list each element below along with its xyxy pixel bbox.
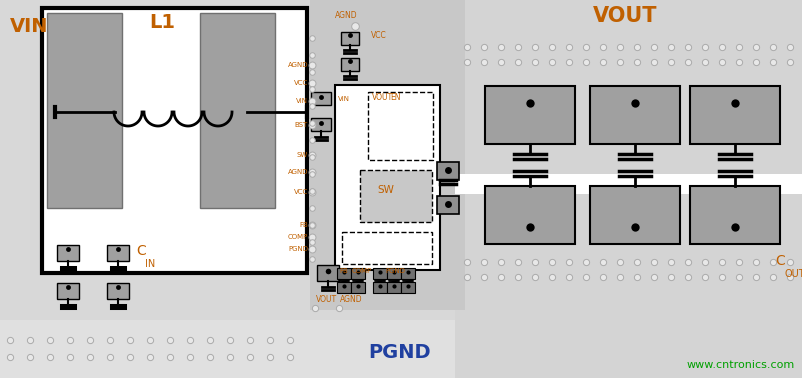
Bar — [455, 0, 802, 378]
Bar — [337, 282, 350, 293]
Text: VOUT: VOUT — [316, 295, 337, 304]
Bar — [589, 86, 679, 144]
Text: PGND: PGND — [384, 268, 404, 274]
Bar — [57, 283, 79, 299]
Bar — [42, 8, 306, 273]
Bar — [57, 245, 79, 261]
Text: AGND: AGND — [334, 11, 357, 20]
Text: IN: IN — [145, 259, 155, 269]
Bar — [484, 86, 574, 144]
Bar — [373, 282, 387, 293]
Bar — [689, 186, 779, 244]
Text: PGND: PGND — [288, 246, 308, 252]
Bar — [107, 283, 129, 299]
Bar — [373, 268, 387, 279]
Bar — [359, 170, 431, 222]
Bar — [334, 85, 439, 270]
Bar — [387, 282, 400, 293]
Bar — [342, 232, 431, 264]
Bar — [367, 92, 432, 160]
Bar — [341, 58, 358, 71]
Text: VOUT: VOUT — [592, 6, 656, 26]
Text: VIN: VIN — [296, 98, 308, 104]
Bar — [341, 32, 358, 45]
Bar — [310, 92, 330, 105]
Text: C: C — [774, 254, 784, 268]
Text: SW: SW — [377, 185, 394, 195]
Bar — [484, 186, 574, 244]
Text: VCC: VCC — [294, 80, 308, 86]
Text: VOUT: VOUT — [371, 93, 393, 102]
Bar — [337, 268, 350, 279]
Text: VIN: VIN — [10, 17, 48, 36]
Text: COMP: COMP — [287, 234, 308, 240]
Bar — [317, 265, 338, 281]
Text: EN: EN — [390, 93, 400, 102]
Bar — [107, 245, 129, 261]
Text: VCC: VCC — [371, 31, 387, 40]
Bar — [436, 196, 459, 214]
Text: COMP: COMP — [351, 268, 372, 274]
Bar — [400, 268, 415, 279]
Bar — [0, 0, 455, 320]
Bar — [689, 86, 779, 144]
Bar — [310, 118, 330, 131]
Bar — [455, 174, 802, 194]
Bar — [47, 13, 122, 208]
Text: FB: FB — [338, 268, 347, 274]
Text: VCC: VCC — [294, 189, 308, 195]
Text: L1: L1 — [149, 13, 175, 32]
Text: AGND: AGND — [287, 169, 308, 175]
Text: BST: BST — [294, 122, 308, 128]
Bar — [436, 162, 459, 180]
Text: www.cntronics.com: www.cntronics.com — [686, 360, 794, 370]
Text: SW: SW — [297, 152, 308, 158]
Bar — [350, 282, 365, 293]
Bar — [387, 268, 400, 279]
Text: AGND: AGND — [339, 295, 363, 304]
Text: AGND: AGND — [287, 62, 308, 68]
Bar — [350, 268, 365, 279]
Text: VIN: VIN — [338, 96, 350, 102]
Bar — [589, 186, 679, 244]
Text: PGND: PGND — [368, 343, 431, 362]
Bar — [200, 13, 274, 208]
Bar — [310, 0, 464, 310]
Text: FB: FB — [299, 222, 308, 228]
Text: C: C — [136, 244, 146, 258]
Bar — [400, 282, 415, 293]
Text: OUT: OUT — [784, 269, 802, 279]
